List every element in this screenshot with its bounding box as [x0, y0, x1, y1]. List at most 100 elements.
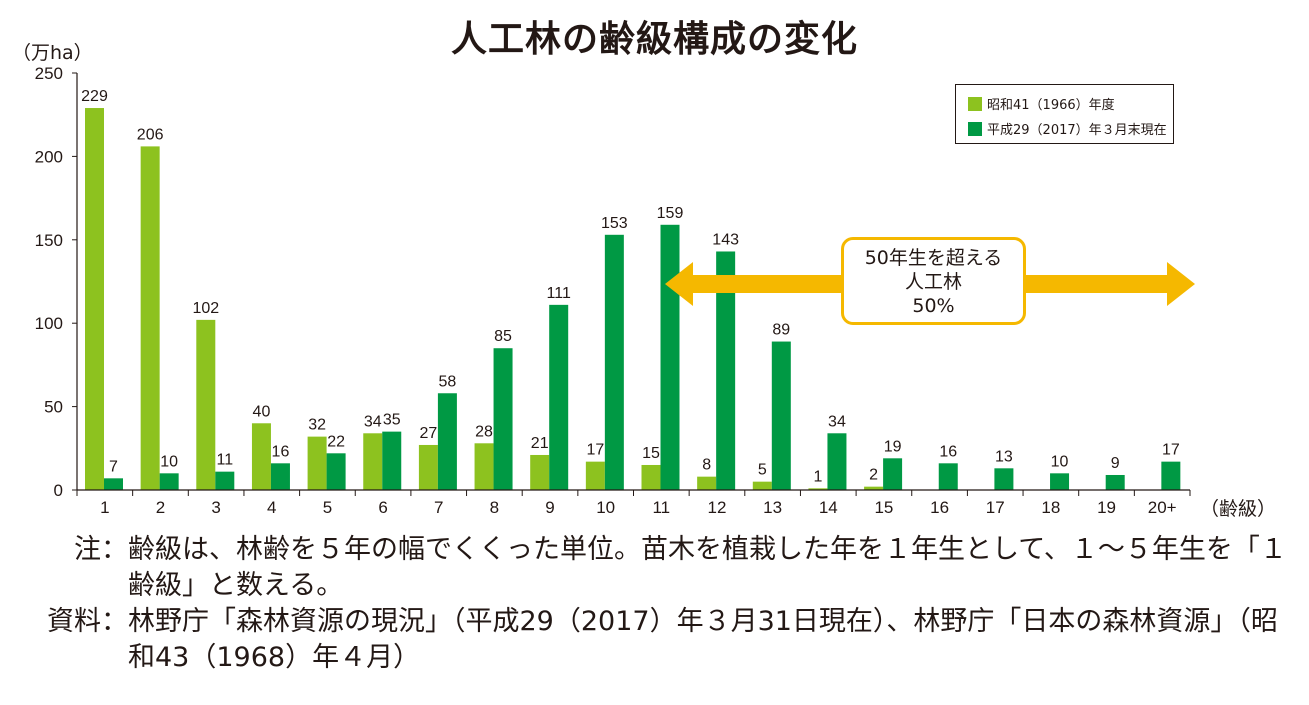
x-tick-label: 19	[1097, 498, 1116, 517]
bar-2017	[382, 431, 402, 490]
bar-2017	[1105, 474, 1125, 490]
bar-value-label: 7	[109, 458, 118, 475]
bar-2017	[716, 251, 736, 490]
bar-1966	[474, 443, 494, 490]
bar-2017	[549, 304, 569, 490]
bar-value-label: 28	[475, 423, 493, 440]
bar-value-label: 17	[1162, 442, 1180, 459]
bar-2017	[493, 348, 513, 490]
bar-value-label: 27	[420, 425, 438, 442]
y-tick-label: 200	[35, 147, 63, 166]
y-axis-unit-label: （万ha）	[12, 42, 93, 64]
legend-item-2017: 平成29（2017）年３月末現在	[968, 119, 1167, 138]
bar-2017	[159, 473, 179, 490]
bar-1966	[641, 464, 661, 490]
bar-value-label: 10	[160, 453, 178, 470]
note-label: 注：	[74, 534, 128, 565]
x-axis-unit-label: （齢級）	[1200, 498, 1277, 520]
bar-value-label: 2	[869, 467, 878, 484]
legend-label-1966: 昭和41（1966）年度	[987, 98, 1115, 113]
source-label: 資料：	[47, 606, 128, 637]
bar-value-label: 22	[327, 433, 345, 450]
bar-value-label: 58	[439, 373, 457, 390]
y-tick-label: 0	[54, 481, 63, 500]
bar-value-label: 13	[995, 448, 1013, 465]
bar-1966	[85, 108, 104, 490]
bar-2017	[104, 478, 123, 490]
bar-1966	[585, 461, 605, 490]
bar-value-label: 111	[547, 285, 571, 302]
bar-1966	[418, 444, 438, 490]
legend: 昭和41（1966）年度 平成29（2017）年３月末現在	[955, 84, 1174, 144]
bar-value-label: 229	[81, 88, 108, 105]
bar-1966	[251, 423, 271, 490]
bar-value-label: 8	[702, 457, 711, 474]
bar-value-label: 17	[586, 442, 604, 459]
x-tick-label: 7	[434, 498, 443, 517]
bar-value-label: 34	[828, 413, 846, 430]
bar-value-label: 40	[253, 403, 271, 420]
bar-1966	[363, 433, 383, 490]
bar-value-label: 89	[772, 322, 790, 339]
chart-title: 人工林の齢級構成の変化	[450, 19, 858, 60]
source-row: 資料： 林野庁「森林資源の現況」（平成29（2017）年３月31日現在）、林野庁…	[30, 604, 1290, 676]
x-tick-label: 3	[211, 498, 220, 517]
x-tick-label: 11	[652, 498, 670, 517]
bar-value-label: 15	[642, 445, 660, 462]
bar-value-label: 85	[494, 328, 512, 345]
bars-layer	[85, 108, 1181, 490]
bar-1966	[196, 319, 216, 490]
bar-2017	[994, 468, 1014, 490]
x-tick-label: 15	[874, 498, 893, 517]
bar-value-label: 34	[364, 413, 382, 430]
bar-1966	[864, 486, 884, 490]
bar-value-label: 102	[192, 300, 219, 317]
bar-2017	[215, 471, 235, 490]
bar-value-label: 11	[216, 452, 233, 469]
note-row: 注： 齢級は、林齢を５年の幅でくくった単位。苗木を植栽した年を１年生として、１〜…	[30, 532, 1290, 604]
y-tick-label: 250	[35, 64, 63, 83]
bar-value-label: 159	[657, 205, 684, 222]
bar-value-label: 153	[601, 215, 628, 232]
x-tick-label: 17	[986, 498, 1005, 517]
callout-line-1: 50年生を超える	[864, 247, 1003, 269]
y-tick-label: 150	[35, 231, 63, 250]
legend-label-2017: 平成29（2017）年３月末現在	[987, 123, 1167, 138]
bar-value-label: 35	[383, 412, 401, 429]
legend-swatch-1966	[968, 96, 982, 111]
y-tick-label: 100	[35, 314, 63, 333]
x-tick-label: 20+	[1148, 498, 1177, 517]
x-tick-label: 10	[596, 498, 615, 517]
bar-value-label: 5	[758, 462, 767, 479]
bar-1966	[697, 476, 717, 490]
source-text: 林野庁「森林資源の現況」（平成29（2017）年３月31日現在）、林野庁「日本の…	[128, 606, 1278, 673]
bar-value-label: 21	[531, 435, 549, 452]
x-tick-label: 14	[819, 498, 838, 517]
bar-2017	[437, 393, 457, 490]
bar-2017	[270, 463, 290, 490]
x-tick-label: 6	[378, 498, 387, 517]
x-tick-label: 4	[267, 498, 276, 517]
bar-value-label: 32	[308, 417, 326, 434]
bar-2017	[771, 341, 791, 490]
bar-2017	[1161, 461, 1181, 490]
y-tick-label: 50	[44, 398, 63, 417]
callout-line-2: 人工林	[904, 271, 962, 293]
bar-2017	[660, 224, 680, 490]
x-tick-label: 5	[323, 498, 332, 517]
x-tick-label: 12	[708, 498, 727, 517]
bar-2017	[604, 234, 624, 490]
callout-box: 50年生を超える 人工林 50%	[841, 237, 1026, 325]
axes-layer	[72, 72, 1191, 496]
legend-swatch-2017	[968, 121, 982, 136]
bar-1966	[808, 488, 828, 490]
bar-value-label: 19	[884, 438, 902, 455]
bar-2017	[827, 433, 847, 490]
bar-2017	[883, 458, 903, 490]
legend-item-1966: 昭和41（1966）年度	[968, 94, 1115, 113]
bar-1966	[752, 481, 772, 490]
x-tick-label: 13	[763, 498, 782, 517]
bar-value-label: 1	[813, 468, 822, 485]
